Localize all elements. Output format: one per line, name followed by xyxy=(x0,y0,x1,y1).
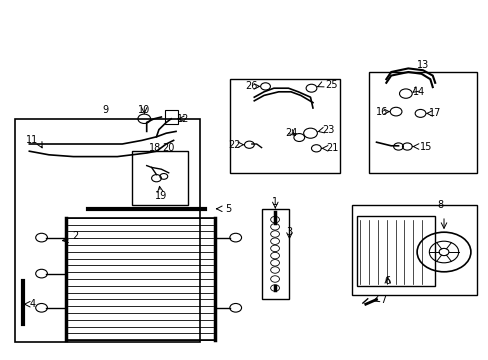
Bar xyxy=(229,79,339,173)
Text: 18: 18 xyxy=(149,143,162,153)
Text: 19: 19 xyxy=(155,191,167,201)
Bar xyxy=(165,110,177,124)
Text: 4: 4 xyxy=(29,299,36,309)
Text: 9: 9 xyxy=(102,105,108,115)
Bar xyxy=(351,205,476,295)
Text: 16: 16 xyxy=(375,107,387,117)
Text: 2: 2 xyxy=(73,231,79,241)
Text: 26: 26 xyxy=(245,81,257,91)
Bar xyxy=(356,216,434,286)
Text: 15: 15 xyxy=(419,141,431,152)
Text: 23: 23 xyxy=(322,125,334,135)
Text: 1: 1 xyxy=(272,197,278,207)
Text: 24: 24 xyxy=(284,128,297,138)
Bar xyxy=(15,119,200,342)
Text: 6: 6 xyxy=(384,276,390,286)
Text: 5: 5 xyxy=(224,204,231,214)
Text: 8: 8 xyxy=(436,200,442,210)
Text: 12: 12 xyxy=(177,114,189,124)
Text: 14: 14 xyxy=(412,87,425,97)
Text: 20: 20 xyxy=(162,143,175,153)
Text: 21: 21 xyxy=(326,143,338,153)
Text: 17: 17 xyxy=(428,108,441,118)
Text: 7: 7 xyxy=(380,294,386,305)
Bar xyxy=(132,151,188,205)
Text: 22: 22 xyxy=(228,140,241,150)
Text: 11: 11 xyxy=(25,135,38,145)
Text: 3: 3 xyxy=(285,227,292,237)
Text: 25: 25 xyxy=(325,80,337,90)
Bar xyxy=(261,209,288,299)
Bar xyxy=(368,72,476,173)
Text: 13: 13 xyxy=(416,60,428,70)
Text: 10: 10 xyxy=(138,105,150,115)
